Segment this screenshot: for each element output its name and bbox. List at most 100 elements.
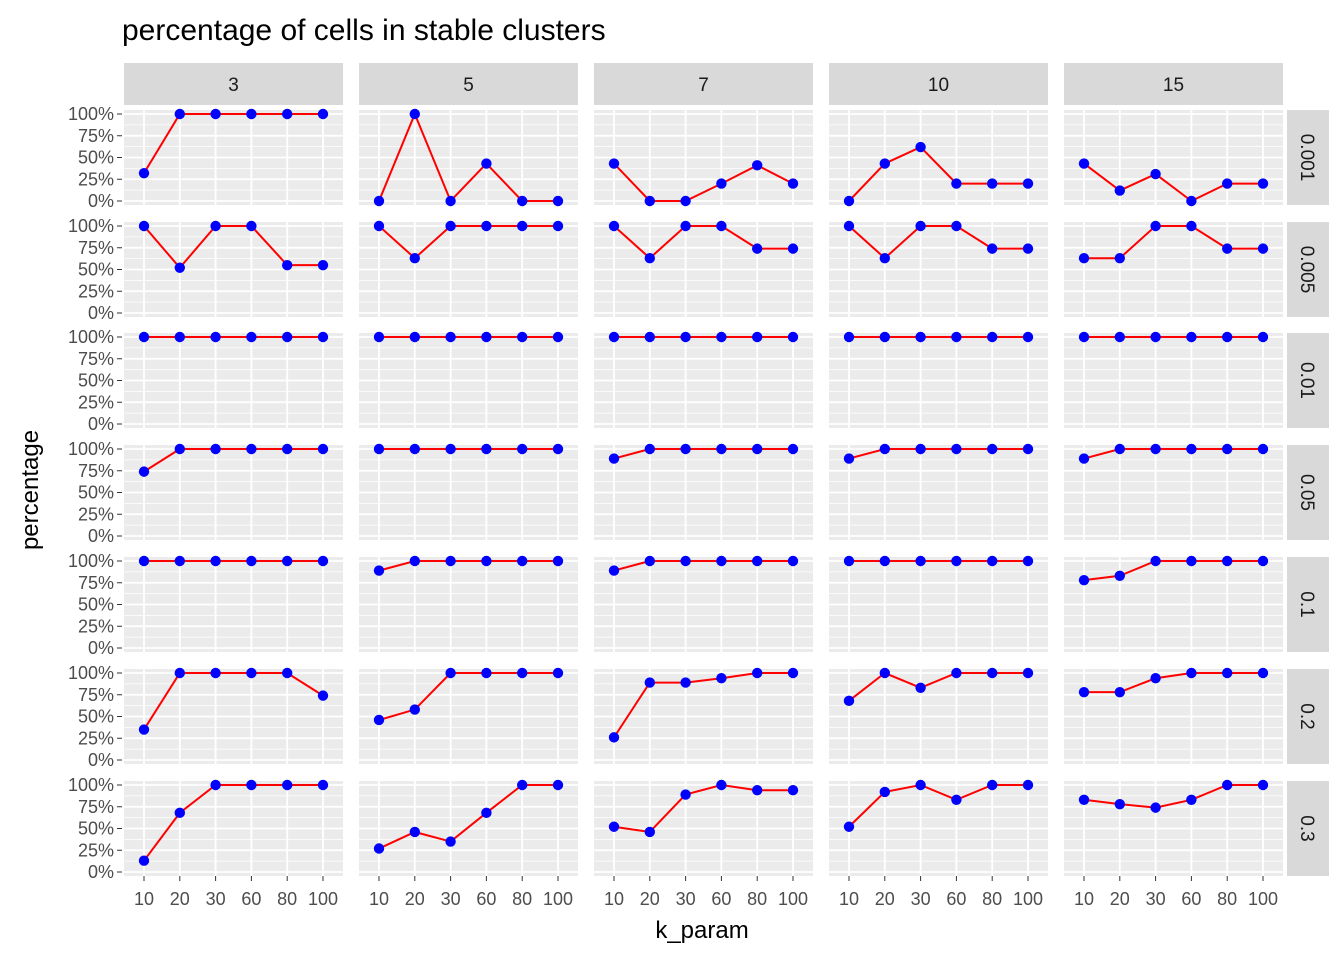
data-point xyxy=(787,785,799,796)
data-point xyxy=(317,108,329,120)
data-point xyxy=(987,555,998,567)
data-point xyxy=(481,443,492,455)
data-point xyxy=(138,855,150,866)
row-strip-label: 0.2 xyxy=(1296,703,1317,729)
facet-panel xyxy=(1064,331,1283,428)
data-point xyxy=(1022,243,1034,254)
data-point xyxy=(716,673,727,684)
facet-panel xyxy=(124,331,343,428)
y-tick-label: 100% xyxy=(68,439,114,459)
row-strip-label: 0.05 xyxy=(1296,474,1317,511)
y-tick-label: 0% xyxy=(88,862,114,882)
data-point xyxy=(1078,158,1090,169)
data-point xyxy=(879,786,890,798)
data-point xyxy=(1222,443,1233,455)
data-point xyxy=(1022,779,1034,791)
series-line xyxy=(1083,560,1263,582)
x-tick-label: 60 xyxy=(946,889,966,909)
data-point xyxy=(787,667,799,679)
data-point xyxy=(517,555,528,567)
data-point xyxy=(915,141,926,153)
data-point xyxy=(1150,673,1161,684)
x-tick-label: 100 xyxy=(1248,889,1278,909)
data-point xyxy=(1114,798,1126,810)
y-tick-label: 75% xyxy=(78,126,114,146)
row-strip xyxy=(1287,557,1329,652)
row-strip-label: 0.1 xyxy=(1296,591,1317,617)
data-point xyxy=(481,807,492,819)
y-tick-label: 25% xyxy=(78,504,114,524)
series-line xyxy=(848,448,1028,460)
x-tick-label: 80 xyxy=(747,889,767,909)
data-point xyxy=(752,785,763,796)
facet-grid: 3 5 7 10 150.0010.0050.010.050.10.20.30%25%5… xyxy=(68,63,1329,909)
series-line xyxy=(848,145,1028,202)
data-point xyxy=(373,195,385,207)
series-line xyxy=(1083,784,1263,809)
x-tick-label: 10 xyxy=(369,889,389,909)
data-point xyxy=(552,195,564,207)
data-point xyxy=(246,108,257,120)
data-point xyxy=(445,836,456,847)
data-point xyxy=(1222,243,1233,254)
y-tick-label: 0% xyxy=(88,191,114,211)
data-point xyxy=(1257,443,1269,455)
column-strip-label: 10 xyxy=(928,75,949,96)
data-point xyxy=(716,555,727,567)
data-point xyxy=(409,555,420,567)
x-tick-label: 60 xyxy=(241,889,261,909)
data-point xyxy=(752,331,763,343)
y-tick-label: 100% xyxy=(68,551,114,571)
row-strip xyxy=(1287,445,1329,540)
data-point xyxy=(210,667,221,679)
data-point xyxy=(1222,178,1233,189)
facet-panel xyxy=(1064,555,1283,652)
y-tick-label: 75% xyxy=(78,349,114,369)
facet-panel xyxy=(1064,110,1283,207)
data-point xyxy=(1078,794,1090,805)
x-axis-title: k_param xyxy=(655,917,748,944)
data-point xyxy=(1022,331,1034,343)
y-tick-label: 0% xyxy=(88,750,114,770)
data-point xyxy=(644,331,655,343)
data-point xyxy=(608,158,620,169)
data-point xyxy=(1150,220,1161,232)
column-strip-label: 15 xyxy=(1163,75,1184,96)
data-point xyxy=(987,178,998,189)
facet-panel xyxy=(124,779,343,876)
row-strip xyxy=(1287,222,1329,317)
facet-panel xyxy=(359,108,578,207)
y-tick-label: 75% xyxy=(78,461,114,481)
series-line xyxy=(143,225,323,270)
x-tick-label: 100 xyxy=(308,889,338,909)
data-point xyxy=(138,724,150,735)
data-point xyxy=(1022,443,1034,455)
data-point xyxy=(1257,555,1269,567)
data-point xyxy=(1257,331,1269,343)
data-point xyxy=(843,821,855,832)
y-axis-title: percentage xyxy=(17,430,44,550)
series-line xyxy=(378,560,558,572)
data-point xyxy=(517,667,528,679)
data-point xyxy=(951,331,962,343)
data-point xyxy=(174,667,185,679)
data-point xyxy=(644,826,655,838)
facet-panel xyxy=(1064,667,1283,764)
data-point xyxy=(481,667,492,679)
y-tick-label: 100% xyxy=(68,663,114,683)
data-point xyxy=(1222,331,1233,343)
data-point xyxy=(1186,195,1197,207)
data-point xyxy=(210,331,221,343)
chart-title: percentage of cells in stable clusters xyxy=(122,14,606,47)
data-point xyxy=(552,331,564,343)
row-strip xyxy=(1287,669,1329,764)
data-point xyxy=(915,555,926,567)
facet-panel xyxy=(124,220,343,317)
data-point xyxy=(210,108,221,120)
column-strip-label: 3 xyxy=(228,75,239,96)
data-point xyxy=(552,555,564,567)
data-point xyxy=(680,677,691,688)
data-point xyxy=(951,667,962,679)
facet-panel xyxy=(829,331,1048,428)
